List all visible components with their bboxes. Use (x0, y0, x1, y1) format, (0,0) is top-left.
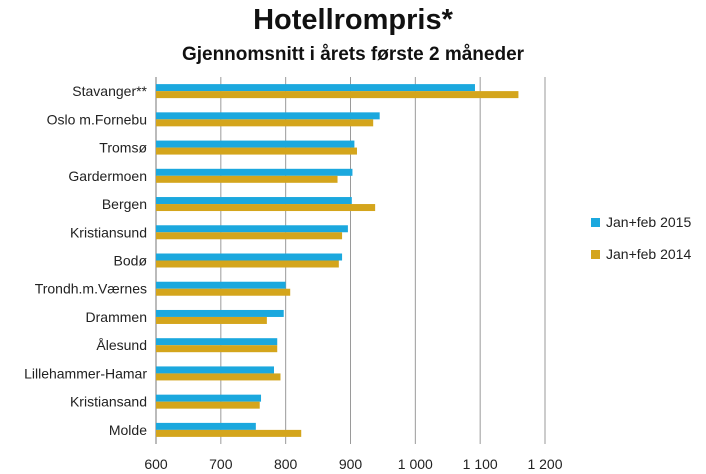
bar-jan-feb-2015 (156, 225, 348, 233)
bar-jan-feb-2015 (156, 112, 380, 120)
chart-subtitle: Gjennomsnitt i årets første 2 måneder (181, 44, 525, 65)
category-label: Trondh.m.Værnes (35, 281, 147, 297)
bar-jan-feb-2014 (156, 147, 357, 155)
bar-jan-feb-2014 (156, 232, 343, 240)
category-label: Molde (109, 422, 147, 438)
x-tick-label: 1 100 (463, 456, 498, 472)
x-tick-label: 600 (144, 456, 168, 472)
x-tick-label: 800 (274, 456, 298, 472)
bar-jan-feb-2014 (156, 288, 291, 296)
bar-jan-feb-2015 (156, 422, 256, 430)
category-label: Bodø (114, 253, 148, 269)
category-label: Oslo m.Fornebu (47, 111, 147, 127)
bar-jan-feb-2014 (156, 119, 374, 127)
chart-title: Hotellrompris* (253, 4, 453, 36)
category-label: Lillehammer-Hamar (24, 365, 147, 381)
bar-jan-feb-2014 (156, 401, 260, 409)
category-label: Ålesund (96, 337, 147, 353)
legend-swatch (591, 218, 600, 227)
category-label: Tromsø (99, 140, 147, 156)
x-tick-label: 1 200 (527, 456, 562, 472)
bar-jan-feb-2015 (156, 168, 353, 176)
bar-jan-feb-2015 (156, 309, 284, 317)
category-label: Kristiansand (70, 394, 147, 410)
bar-jan-feb-2014 (156, 91, 519, 99)
bar-jan-feb-2015 (156, 253, 343, 261)
bar-jan-feb-2014 (156, 175, 338, 183)
category-label: Gardermoen (68, 168, 147, 184)
bar-jan-feb-2014 (156, 345, 278, 353)
x-tick-label: 700 (209, 456, 233, 472)
bar-jan-feb-2014 (156, 260, 339, 268)
bar-jan-feb-2015 (156, 197, 352, 205)
bar-jan-feb-2014 (156, 429, 302, 437)
x-tick-label: 900 (339, 456, 363, 472)
legend-label: Jan+feb 2014 (606, 246, 691, 262)
bar-jan-feb-2014 (156, 373, 281, 381)
category-label: Bergen (102, 196, 147, 212)
bar-jan-feb-2015 (156, 366, 274, 374)
bar-jan-feb-2015 (156, 338, 278, 346)
bar-jan-feb-2015 (156, 140, 355, 148)
category-label: Kristiansund (70, 224, 147, 240)
x-tick-label: 1 000 (398, 456, 433, 472)
bar-jan-feb-2014 (156, 204, 376, 212)
bar-jan-feb-2015 (156, 281, 286, 289)
bar-jan-feb-2015 (156, 394, 262, 402)
bar-jan-feb-2014 (156, 316, 267, 324)
category-label: Stavanger** (72, 83, 147, 99)
bar-jan-feb-2015 (156, 84, 475, 92)
legend-swatch (591, 250, 600, 259)
legend-label: Jan+feb 2015 (606, 214, 691, 230)
category-label: Drammen (86, 309, 147, 325)
